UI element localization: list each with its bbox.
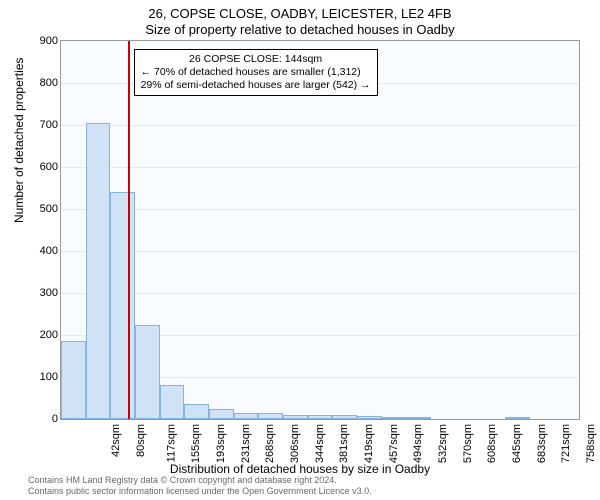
histogram-bar <box>234 413 259 419</box>
x-tick-label: 344sqm <box>314 424 326 463</box>
histogram-bar <box>406 417 431 419</box>
chart-title-line2: Size of property relative to detached ho… <box>0 22 600 37</box>
histogram-bar <box>382 417 407 419</box>
histogram-bar <box>135 325 160 420</box>
x-tick-label: 155sqm <box>190 424 202 463</box>
histogram-bar <box>86 123 111 419</box>
histogram-bar <box>332 415 357 419</box>
histogram-bar <box>209 409 234 420</box>
x-tick-label: 193sqm <box>215 424 227 463</box>
x-tick-label: 721sqm <box>560 424 572 463</box>
annotation-line3: 29% of semi-detached houses are larger (… <box>141 79 371 92</box>
x-tick-label: 231sqm <box>240 424 252 463</box>
plot-area: 26 COPSE CLOSE: 144sqm← 70% of detached … <box>60 40 580 420</box>
x-tick-label: 494sqm <box>412 424 424 463</box>
histogram-bar <box>184 404 209 419</box>
histogram-bar <box>308 415 333 419</box>
histogram-bar <box>357 416 382 419</box>
grid-line <box>61 167 579 168</box>
footer-text: Contains HM Land Registry data © Crown c… <box>28 475 372 496</box>
y-tick-label: 200 <box>22 329 58 341</box>
x-tick-label: 645sqm <box>511 424 523 463</box>
annotation-line1: 26 COPSE CLOSE: 144sqm <box>141 53 371 66</box>
x-tick-label: 381sqm <box>338 424 350 463</box>
x-tick-label: 419sqm <box>363 424 375 463</box>
histogram-bar <box>61 341 86 419</box>
y-tick-label: 100 <box>22 371 58 383</box>
histogram-bar <box>258 413 283 419</box>
grid-line <box>61 125 579 126</box>
y-tick-label: 500 <box>22 203 58 215</box>
y-tick-label: 700 <box>22 119 58 131</box>
chart-title-line1: 26, COPSE CLOSE, OADBY, LEICESTER, LE2 4… <box>0 6 600 21</box>
y-tick-label: 300 <box>22 287 58 299</box>
histogram-bar <box>160 385 185 419</box>
x-tick-label: 532sqm <box>437 424 449 463</box>
y-tick-label: 600 <box>22 161 58 173</box>
x-tick-label: 268sqm <box>264 424 276 463</box>
histogram-bar <box>505 417 530 419</box>
y-tick-label: 900 <box>22 35 58 47</box>
x-tick-label: 608sqm <box>486 424 498 463</box>
x-tick-label: 457sqm <box>388 424 400 463</box>
x-tick-label: 306sqm <box>289 424 301 463</box>
grid-line <box>61 251 579 252</box>
histogram-bar <box>283 415 308 419</box>
histogram-bar <box>110 192 135 419</box>
grid-line <box>61 209 579 210</box>
annotation-line2: ← 70% of detached houses are smaller (1,… <box>141 66 371 79</box>
chart-container: 26, COPSE CLOSE, OADBY, LEICESTER, LE2 4… <box>0 0 600 500</box>
reference-line <box>128 41 130 419</box>
grid-line <box>61 293 579 294</box>
x-tick-label: 683sqm <box>536 424 548 463</box>
footer-line2: Contains public sector information licen… <box>28 486 372 496</box>
x-axis-label: Distribution of detached houses by size … <box>0 462 600 476</box>
x-tick-label: 42sqm <box>110 424 122 457</box>
x-tick-label: 117sqm <box>165 424 177 462</box>
footer-line1: Contains HM Land Registry data © Crown c… <box>28 475 372 485</box>
y-tick-label: 0 <box>22 413 58 425</box>
x-tick-label: 570sqm <box>462 424 474 463</box>
x-tick-label: 758sqm <box>585 424 597 463</box>
y-tick-label: 400 <box>22 245 58 257</box>
y-tick-label: 800 <box>22 77 58 89</box>
annotation-box: 26 COPSE CLOSE: 144sqm← 70% of detached … <box>134 49 378 96</box>
x-tick-label: 80sqm <box>135 424 147 457</box>
